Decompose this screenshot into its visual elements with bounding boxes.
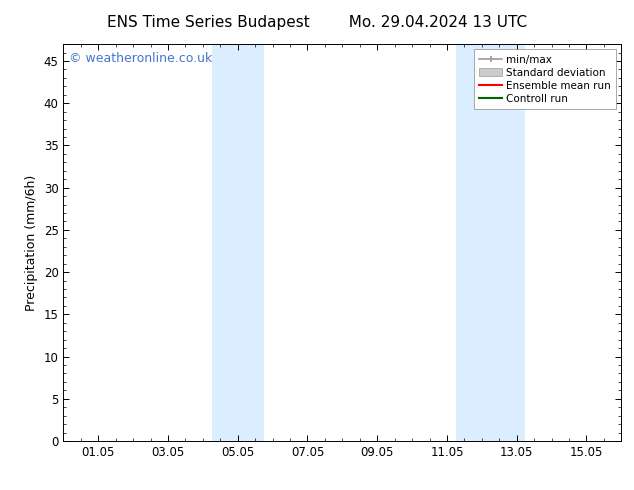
- Legend: min/max, Standard deviation, Ensemble mean run, Controll run: min/max, Standard deviation, Ensemble me…: [474, 49, 616, 109]
- Text: ENS Time Series Budapest        Mo. 29.04.2024 13 UTC: ENS Time Series Budapest Mo. 29.04.2024 …: [107, 15, 527, 30]
- Y-axis label: Precipitation (mm/6h): Precipitation (mm/6h): [25, 174, 38, 311]
- Bar: [212, 44, 264, 441]
- Bar: [456, 44, 526, 441]
- Text: © weatheronline.co.uk: © weatheronline.co.uk: [69, 52, 212, 65]
